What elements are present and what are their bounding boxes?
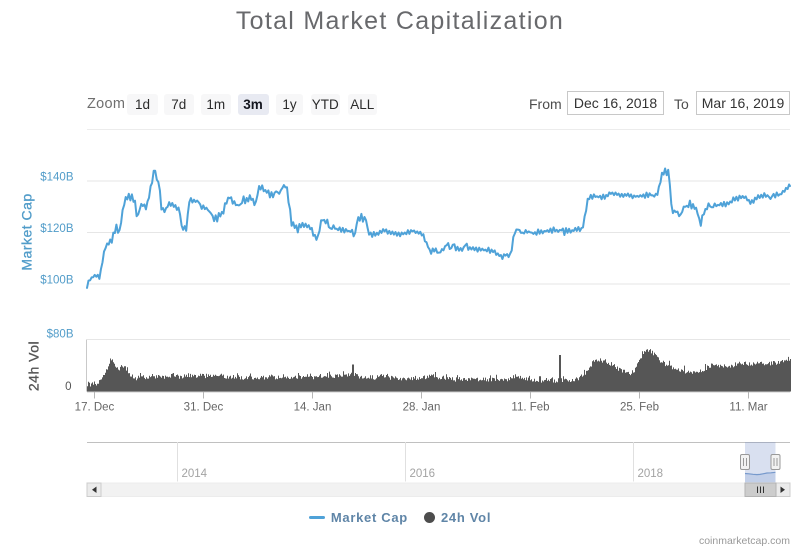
svg-text:14. Jan: 14. Jan bbox=[294, 402, 332, 414]
svg-text:$120B: $120B bbox=[40, 223, 74, 235]
svg-text:17. Dec: 17. Dec bbox=[75, 402, 115, 414]
svg-text:2016: 2016 bbox=[410, 468, 436, 480]
svg-text:$100B: $100B bbox=[40, 275, 74, 287]
svg-text:coinmarketcap.com: coinmarketcap.com bbox=[699, 535, 790, 547]
svg-text:11. Feb: 11. Feb bbox=[511, 402, 549, 414]
svg-text:Market Cap: Market Cap bbox=[19, 193, 35, 270]
svg-text:11. Mar: 11. Mar bbox=[729, 402, 767, 414]
svg-text:2014: 2014 bbox=[182, 468, 208, 480]
svg-text:25. Feb: 25. Feb bbox=[620, 402, 659, 414]
svg-text:28. Jan: 28. Jan bbox=[403, 402, 441, 414]
svg-text:0: 0 bbox=[65, 381, 71, 393]
svg-text:31. Dec: 31. Dec bbox=[184, 402, 224, 414]
svg-text:2018: 2018 bbox=[638, 468, 664, 480]
svg-text:24h Vol: 24h Vol bbox=[26, 341, 42, 391]
svg-text:$140B: $140B bbox=[40, 172, 74, 184]
svg-text:$80B: $80B bbox=[47, 329, 74, 341]
